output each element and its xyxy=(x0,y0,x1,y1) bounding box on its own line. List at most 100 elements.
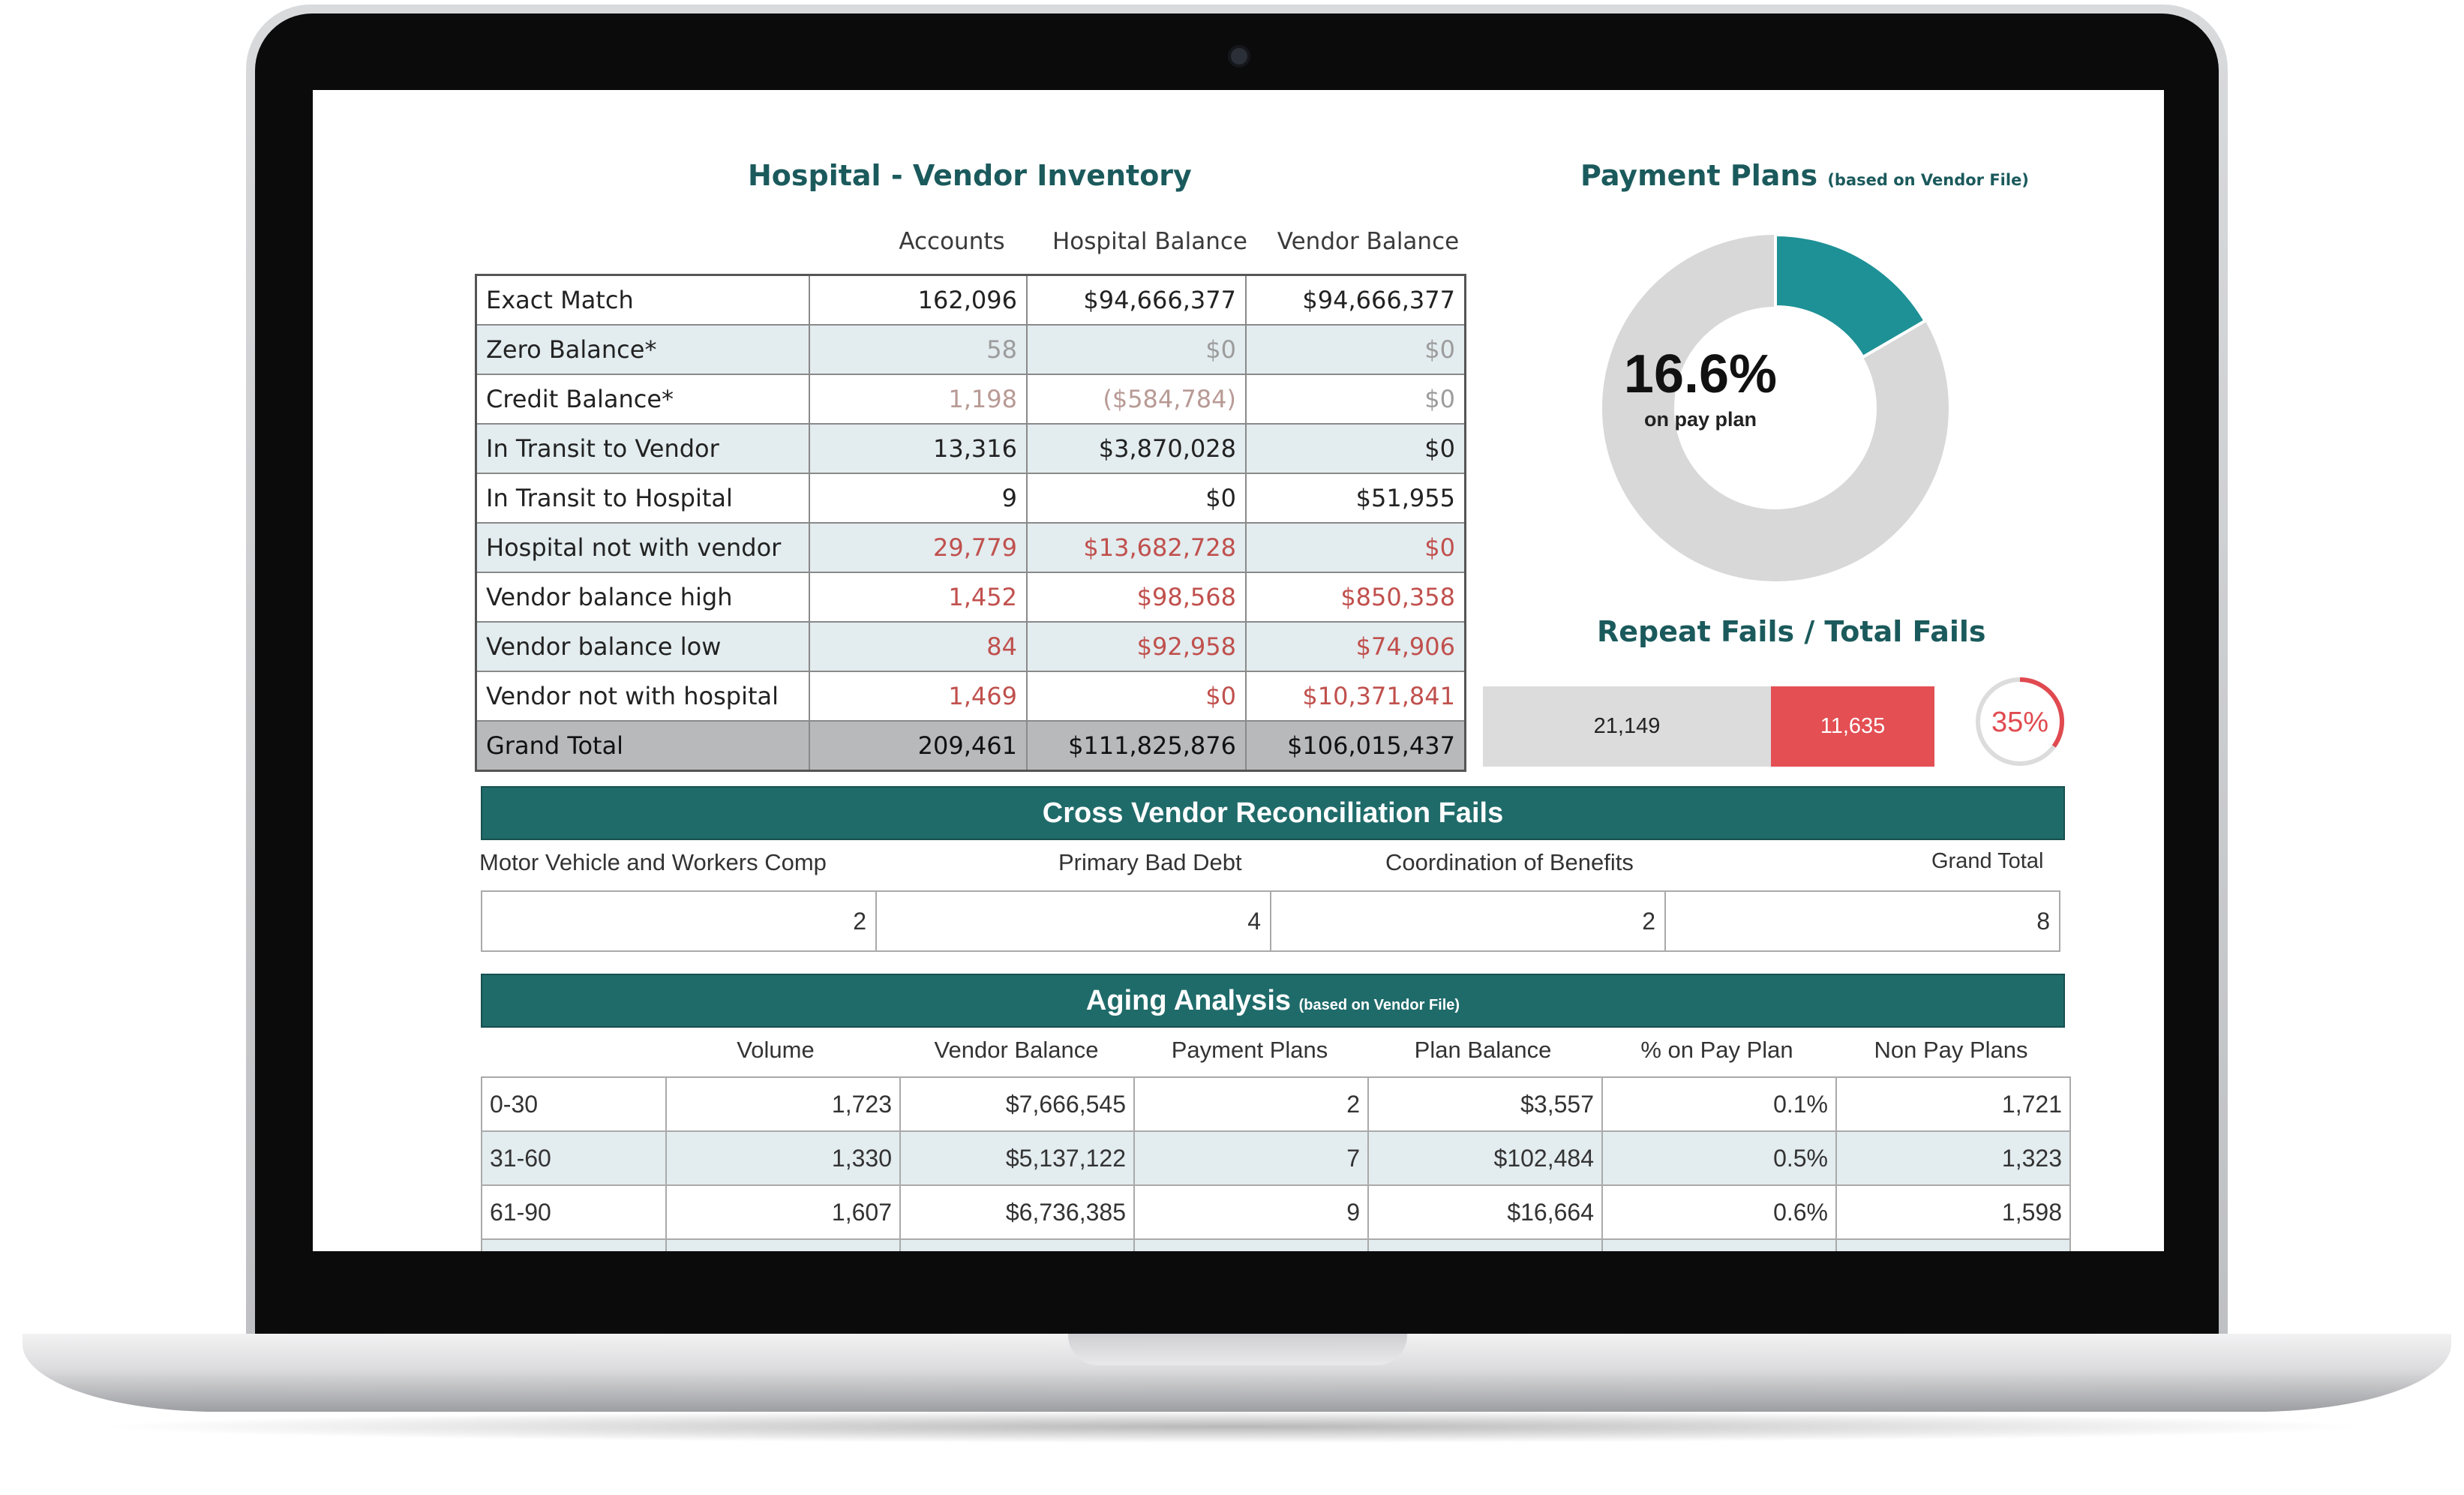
row-label: Vendor balance low xyxy=(475,621,810,672)
aging-row-label: 61-90 xyxy=(481,1184,667,1240)
payment-plans-caption: on pay plan xyxy=(1643,408,1757,431)
cell-hospital-balance: $0 xyxy=(1026,473,1247,524)
aging-cell: $5,137,122 xyxy=(899,1130,1135,1186)
table-row-cut-off xyxy=(481,1238,2071,1251)
inventory-col-accounts: Accounts xyxy=(899,228,1005,255)
table-row: Vendor not with hospital 1,469 $0 $10,37… xyxy=(475,671,1466,722)
table-row: 61-90 1,607 $6,736,385 9 $16,664 0.6% 1,… xyxy=(481,1184,2071,1240)
aging-cell: $102,484 xyxy=(1367,1130,1603,1186)
aging-cell: 1,723 xyxy=(665,1076,901,1132)
row-label: In Transit to Vendor xyxy=(475,423,810,474)
cell-accounts: 162,096 xyxy=(809,274,1028,326)
aging-row-label: 0-30 xyxy=(481,1076,667,1132)
row-label: Vendor not with hospital xyxy=(475,671,810,722)
table-row: Credit Balance* 1,198 ($584,784) $0 xyxy=(475,374,1466,425)
aging-row-label: 31-60 xyxy=(481,1130,667,1186)
cv-cell-primary-bad-debt: 4 xyxy=(875,890,1271,952)
non-repeat-fails-bar: 21,149 xyxy=(1483,686,1771,767)
cell-hospital-balance: $98,568 xyxy=(1026,572,1247,623)
cell-vendor-balance: $106,015,437 xyxy=(1245,720,1466,772)
payment-plans-percent: 16.6% xyxy=(1623,344,1778,404)
cross-vendor-header: Cross Vendor Reconciliation Fails xyxy=(481,786,2065,840)
aging-cell: 2 xyxy=(1133,1076,1369,1132)
table-row: In Transit to Hospital 9 $0 $51,955 xyxy=(475,473,1466,524)
cv-col-motor-vehicle: Motor Vehicle and Workers Comp xyxy=(479,849,827,875)
aging-cell: 7 xyxy=(1133,1130,1369,1186)
cell-hospital-balance: $3,870,028 xyxy=(1026,423,1247,474)
aging-cell: 0.6% xyxy=(1601,1184,1837,1240)
cell-vendor-balance: $74,906 xyxy=(1245,621,1466,672)
payment-plans-title-text: Payment Plans xyxy=(1580,159,1818,192)
aging-header: Aging Analysis (based on Vendor File) xyxy=(481,974,2065,1028)
cell-accounts: 13,316 xyxy=(809,423,1028,474)
inventory-col-vendor-balance: Vendor Balance xyxy=(1277,228,1460,255)
aging-col-plan-balance: Plan Balance xyxy=(1414,1037,1552,1063)
aging-cell: 9 xyxy=(1133,1184,1369,1240)
table-row: Exact Match 162,096 $94,666,377 $94,666,… xyxy=(475,274,1466,326)
aging-col-non-pay-plans: Non Pay Plans xyxy=(1874,1037,2028,1063)
aging-cell: 1,323 xyxy=(1835,1130,2071,1186)
row-label: Zero Balance* xyxy=(475,324,810,375)
cell-vendor-balance: $0 xyxy=(1245,522,1466,573)
aging-cell: 1,330 xyxy=(665,1130,901,1186)
table-row: In Transit to Vendor 13,316 $3,870,028 $… xyxy=(475,423,1466,474)
aging-col-vendor-balance: Vendor Balance xyxy=(934,1037,1099,1063)
payment-plans-donut xyxy=(1602,233,1949,581)
aging-col-payment-plans: Payment Plans xyxy=(1171,1037,1328,1063)
cv-col-coordination: Coordination of Benefits xyxy=(1385,849,1634,875)
row-label: Grand Total xyxy=(475,720,810,772)
cell-hospital-balance: $92,958 xyxy=(1026,621,1247,672)
table-row: Vendor balance high 1,452 $98,568 $850,3… xyxy=(475,572,1466,623)
aging-col-volume: Volume xyxy=(737,1037,815,1063)
cell-accounts: 84 xyxy=(809,621,1028,672)
cell-hospital-balance: $111,825,876 xyxy=(1026,720,1247,772)
cell-hospital-balance: $0 xyxy=(1026,324,1247,375)
cell-hospital-balance: $13,682,728 xyxy=(1026,522,1247,573)
repeat-fails-bar: 11,635 xyxy=(1771,686,1934,767)
grand-total-row: Grand Total 209,461 $111,825,876 $106,01… xyxy=(475,720,1466,772)
inventory-title: Hospital - Vendor Inventory xyxy=(748,159,1192,192)
cell-vendor-balance: $51,955 xyxy=(1245,473,1466,524)
aging-cell xyxy=(1367,1238,1603,1251)
table-row: Zero Balance* 58 $0 $0 xyxy=(475,324,1466,375)
repeat-fails-gauge xyxy=(1976,677,2064,766)
camera-icon xyxy=(1231,48,1247,65)
aging-cell: $6,736,385 xyxy=(899,1184,1135,1240)
aging-cell xyxy=(665,1238,901,1251)
dashboard-screen: Hospital - Vendor Inventory Accounts Hos… xyxy=(313,90,2164,1251)
cell-accounts: 29,779 xyxy=(809,522,1028,573)
cell-vendor-balance: $10,371,841 xyxy=(1245,671,1466,722)
table-row: Vendor balance low 84 $92,958 $74,906 xyxy=(475,621,1466,672)
row-label: Exact Match xyxy=(475,274,810,326)
repeat-fails-percent: 35% xyxy=(1991,707,2049,738)
aging-cell: $3,557 xyxy=(1367,1076,1603,1132)
aging-cell: 1,598 xyxy=(1835,1184,2071,1240)
payment-plans-title-note: (based on Vendor File) xyxy=(1827,171,2029,189)
table-row: 2 4 2 8 xyxy=(481,890,2060,952)
table-row: Hospital not with vendor 29,779 $13,682,… xyxy=(475,522,1466,573)
cv-col-grand-total: Grand Total xyxy=(1931,849,2044,873)
cross-vendor-table: 2 4 2 8 xyxy=(481,890,2060,952)
row-label: Vendor balance high xyxy=(475,572,810,623)
gauge-arc xyxy=(2019,677,2064,748)
aging-cell: 0.1% xyxy=(1601,1076,1837,1132)
laptop-shadow xyxy=(90,1410,2378,1443)
inventory-table: Exact Match 162,096 $94,666,377 $94,666,… xyxy=(475,274,1466,772)
cell-vendor-balance: $0 xyxy=(1245,423,1466,474)
aging-cell: 1,607 xyxy=(665,1184,901,1240)
cell-accounts: 58 xyxy=(809,324,1028,375)
cell-accounts: 1,452 xyxy=(809,572,1028,623)
cv-col-primary-bad-debt: Primary Bad Debt xyxy=(1058,849,1242,875)
cell-hospital-balance: $94,666,377 xyxy=(1026,274,1247,326)
row-label: In Transit to Hospital xyxy=(475,473,810,524)
aging-cell: $7,666,545 xyxy=(899,1076,1135,1132)
cell-hospital-balance: ($584,784) xyxy=(1026,374,1247,425)
aging-cell xyxy=(899,1238,1135,1251)
laptop-notch xyxy=(1068,1334,1407,1365)
aging-cell: 1,721 xyxy=(1835,1076,2071,1132)
donut-filled-slice xyxy=(1774,233,1928,359)
aging-row-label xyxy=(481,1238,667,1251)
row-label: Hospital not with vendor xyxy=(475,522,810,573)
cv-cell-motor-vehicle: 2 xyxy=(481,890,877,952)
cell-accounts: 1,469 xyxy=(809,671,1028,722)
